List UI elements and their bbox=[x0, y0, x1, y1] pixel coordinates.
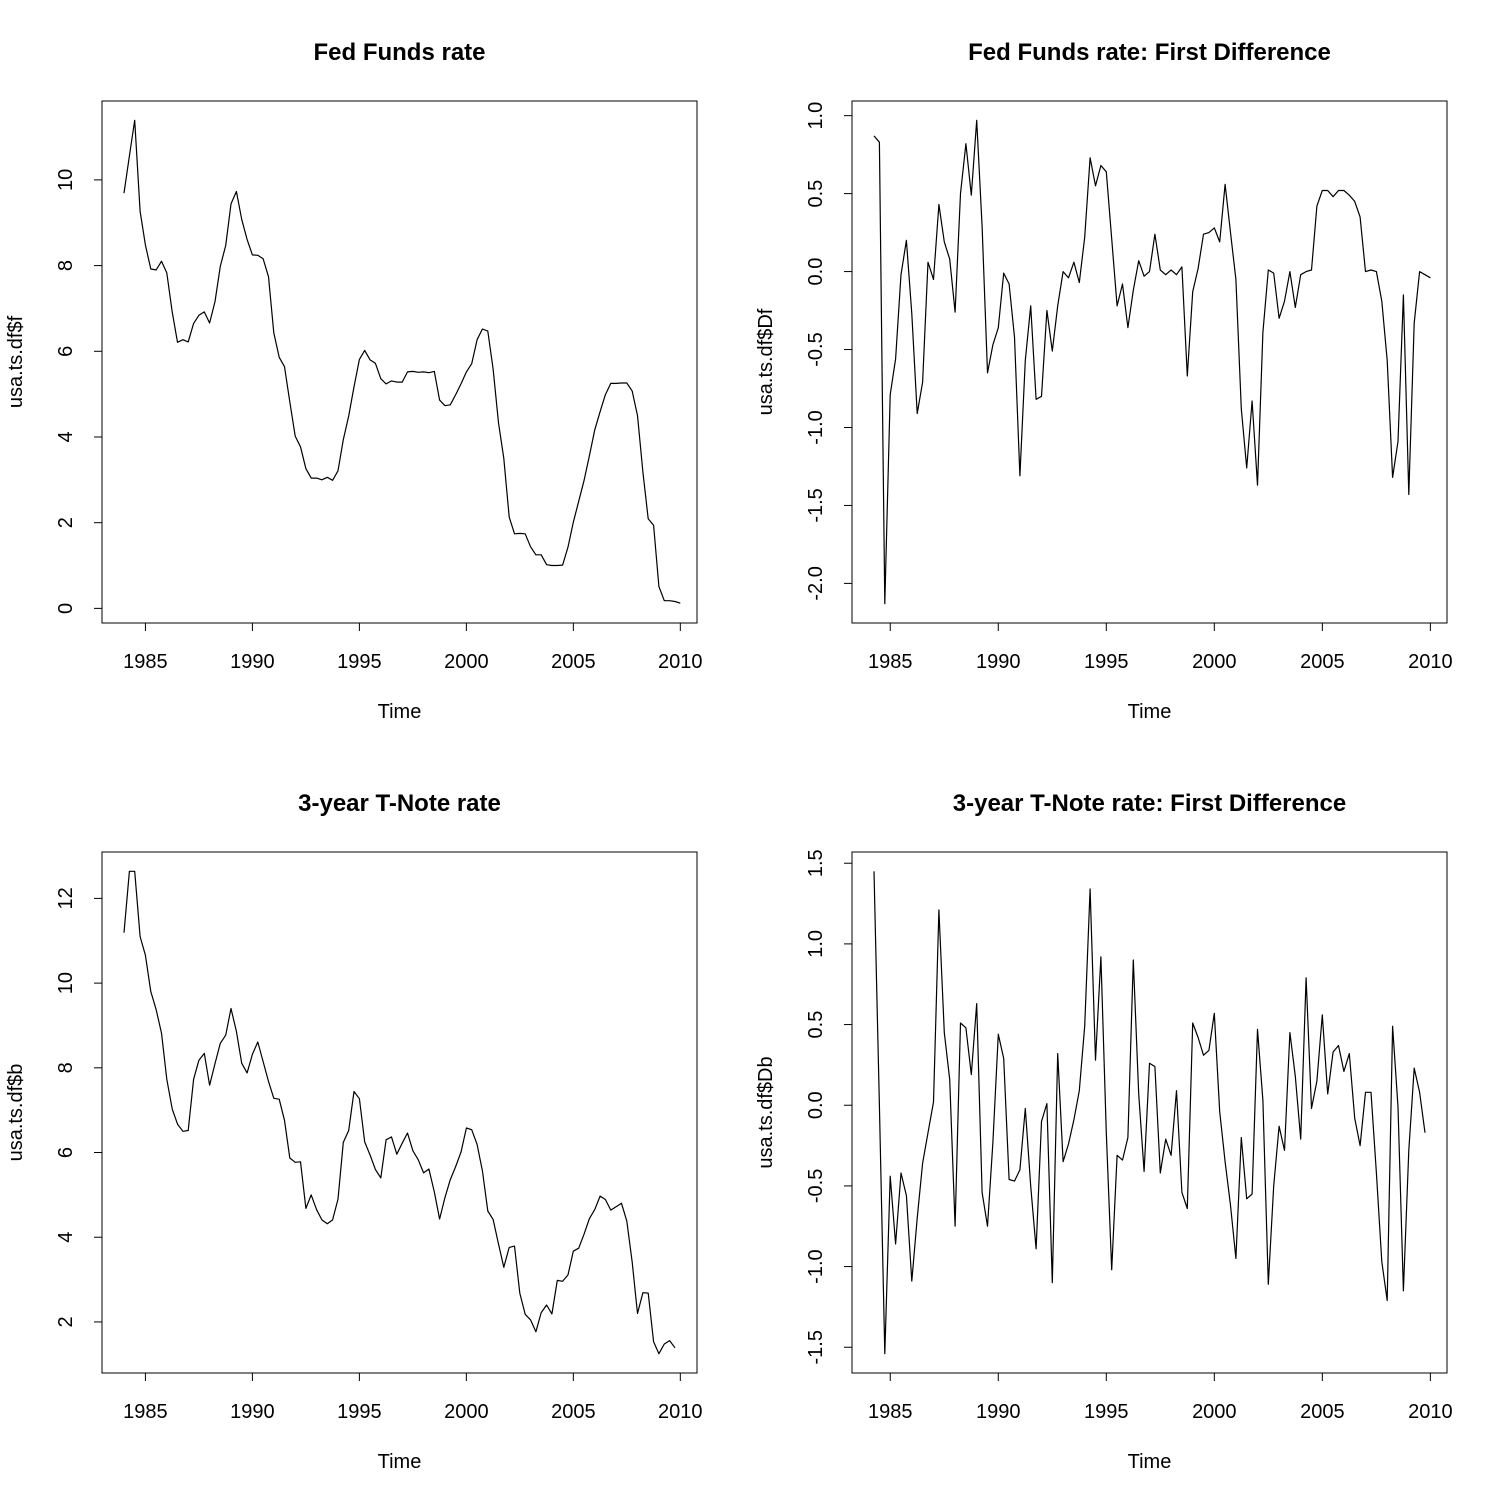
y-tick-label: 10 bbox=[55, 169, 77, 191]
y-tick-label: -1.0 bbox=[805, 1249, 827, 1283]
y-tick-label: -1.0 bbox=[805, 410, 827, 444]
x-tick-label: 2010 bbox=[1408, 651, 1453, 673]
x-tick-label: 2005 bbox=[551, 1401, 596, 1423]
y-tick-label: -2.0 bbox=[805, 566, 827, 600]
x-tick-label: 2010 bbox=[658, 651, 703, 673]
chart-panel-3: 3-year T-Note rate 1985 1990 1995 2000 2005 20… bbox=[5, 790, 703, 1473]
y-tick-label: 1.0 bbox=[805, 930, 827, 958]
x-tick-label: 2000 bbox=[444, 1401, 489, 1423]
x-tick-label: 1990 bbox=[976, 651, 1021, 673]
plot-frame bbox=[101, 851, 698, 1374]
y-tick-label: 1.5 bbox=[805, 849, 827, 877]
y-axis-label: usa.ts.df$Db bbox=[755, 1056, 777, 1168]
x-axis-label: Time bbox=[1128, 701, 1172, 723]
x-tick-label: 2005 bbox=[1300, 1401, 1345, 1423]
y-tick-label: 6 bbox=[55, 1147, 77, 1158]
x-tick-label: 1990 bbox=[230, 651, 275, 673]
y-axis-label: usa.ts.df$f bbox=[5, 315, 27, 408]
chart-panel-2: Fed Funds rate: First Difference 1985 1990… bbox=[755, 39, 1453, 723]
chart-panel-4: 3-year T-Note rate: First Difference 1985… bbox=[755, 790, 1453, 1473]
x-tick-label: 2000 bbox=[1192, 1401, 1237, 1423]
x-tick-label: 1995 bbox=[1084, 1401, 1129, 1423]
y-tick-label: 1.0 bbox=[805, 102, 827, 130]
x-axis-label: Time bbox=[1128, 1451, 1172, 1473]
y-tick-label: 8 bbox=[55, 260, 77, 271]
y-tick-label: 0.5 bbox=[805, 1011, 827, 1039]
x-tick-label: 1985 bbox=[868, 1401, 913, 1423]
x-tick-label: 1985 bbox=[123, 651, 168, 673]
y-tick-label: -1.5 bbox=[805, 1330, 827, 1364]
x-axis-label: Time bbox=[378, 701, 422, 723]
series-line bbox=[123, 870, 676, 1355]
chart-title: Fed Funds rate bbox=[313, 39, 485, 66]
x-tick-label: 2000 bbox=[444, 651, 489, 673]
series-line bbox=[873, 871, 1426, 1355]
y-tick-label: 2 bbox=[55, 1316, 77, 1327]
y-axis-label: usa.ts.df$Df bbox=[755, 308, 777, 415]
y-tick-label: 4 bbox=[55, 431, 77, 442]
x-tick-label: 1985 bbox=[123, 1401, 168, 1423]
y-tick-label: 6 bbox=[55, 346, 77, 357]
x-tick-label: 1995 bbox=[337, 651, 382, 673]
y-tick-label: 2 bbox=[55, 517, 77, 528]
y-tick-label: 0.0 bbox=[805, 1091, 827, 1119]
x-tick-label: 1985 bbox=[868, 651, 913, 673]
plot-frame bbox=[851, 851, 1448, 1374]
plot-frame bbox=[101, 100, 698, 624]
y-tick-label: 8 bbox=[55, 1062, 77, 1073]
x-tick-label: 1990 bbox=[976, 1401, 1021, 1423]
x-tick-label: 1995 bbox=[337, 1401, 382, 1423]
x-tick-label: 2000 bbox=[1192, 651, 1237, 673]
x-tick-label: 1995 bbox=[1084, 651, 1129, 673]
y-tick-label: -0.5 bbox=[805, 332, 827, 366]
x-axis-label: Time bbox=[378, 1451, 422, 1473]
y-tick-label: 4 bbox=[55, 1232, 77, 1243]
y-tick-label: -0.5 bbox=[805, 1169, 827, 1203]
chart-title: Fed Funds rate: First Difference bbox=[968, 39, 1331, 66]
y-axis-label: usa.ts.df$b bbox=[5, 1064, 27, 1162]
x-tick-label: 2005 bbox=[551, 651, 596, 673]
y-tick-label: 0 bbox=[55, 603, 77, 614]
x-tick-label: 2010 bbox=[1408, 1401, 1453, 1423]
chart-title: 3-year T-Note rate: First Difference bbox=[953, 790, 1346, 817]
y-tick-label: 10 bbox=[55, 972, 77, 994]
x-tick-label: 1990 bbox=[230, 1401, 275, 1423]
series-line bbox=[873, 119, 1431, 605]
y-tick-label: 12 bbox=[55, 887, 77, 909]
plot-frame bbox=[851, 100, 1448, 624]
y-tick-label: -1.5 bbox=[805, 488, 827, 522]
series-line bbox=[123, 119, 681, 604]
y-tick-label: 0.0 bbox=[805, 258, 827, 286]
chart-title: 3-year T-Note rate bbox=[298, 790, 501, 817]
x-tick-label: 2010 bbox=[658, 1401, 703, 1423]
y-tick-label: 0.5 bbox=[805, 180, 827, 208]
x-tick-label: 2005 bbox=[1300, 651, 1345, 673]
